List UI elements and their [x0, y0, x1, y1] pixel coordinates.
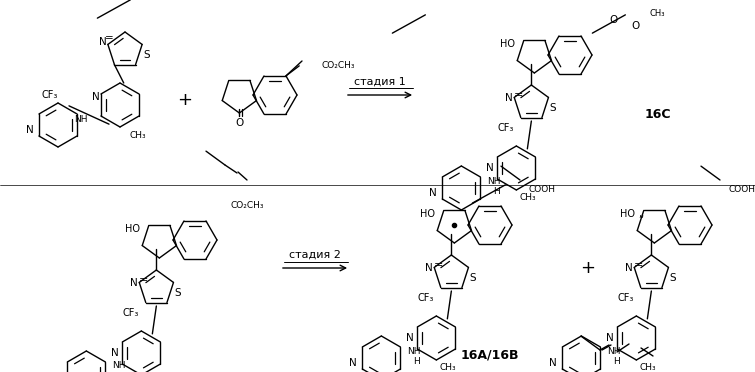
Text: CH₃: CH₃	[129, 131, 146, 140]
Text: NH: NH	[407, 346, 421, 356]
Text: S: S	[469, 273, 476, 283]
Text: HO: HO	[125, 224, 140, 234]
Text: N: N	[430, 188, 437, 198]
Text: S: S	[669, 273, 676, 283]
Text: H: H	[414, 357, 421, 366]
Text: NH: NH	[112, 362, 125, 371]
Text: CH₃: CH₃	[519, 193, 536, 202]
Text: CF₃: CF₃	[617, 293, 633, 303]
Text: N: N	[506, 93, 513, 103]
Text: N: N	[92, 92, 100, 102]
Text: CO₂CH₃: CO₂CH₃	[321, 61, 355, 70]
Text: 16A/16B: 16A/16B	[461, 349, 519, 362]
Text: NH: NH	[74, 115, 88, 125]
Text: стадия 1: стадия 1	[354, 77, 406, 87]
Text: NH: NH	[487, 176, 501, 186]
Text: 16C: 16C	[645, 109, 671, 122]
Text: ,,: ,,	[638, 209, 645, 219]
Text: N: N	[606, 333, 615, 343]
Text: =: =	[513, 90, 523, 100]
Text: N: N	[486, 163, 495, 173]
Text: HO: HO	[500, 39, 515, 49]
Text: =: =	[139, 275, 148, 285]
Text: HO: HO	[420, 209, 435, 219]
Text: =: =	[433, 260, 443, 270]
Text: CH₃: CH₃	[639, 363, 655, 372]
Text: H: H	[494, 187, 501, 196]
Text: S: S	[549, 103, 556, 113]
Text: NH: NH	[607, 346, 621, 356]
Text: CF₃: CF₃	[418, 293, 433, 303]
Text: N: N	[406, 333, 414, 343]
Text: H: H	[614, 357, 621, 366]
Text: CH₃: CH₃	[439, 363, 456, 372]
Text: N: N	[131, 278, 138, 288]
Text: =: =	[633, 260, 643, 270]
Text: HO: HO	[620, 209, 635, 219]
Text: +: +	[177, 91, 193, 109]
Text: N: N	[426, 263, 433, 273]
Text: O: O	[236, 118, 243, 128]
Text: S: S	[174, 288, 180, 298]
Text: =: =	[105, 33, 113, 43]
Text: COOH: COOH	[729, 186, 755, 195]
Text: N: N	[112, 348, 119, 358]
Text: S: S	[143, 50, 150, 60]
Text: N: N	[26, 125, 34, 135]
Text: CH₃: CH₃	[649, 10, 664, 19]
Text: N: N	[99, 37, 107, 47]
Text: CO₂CH₃: CO₂CH₃	[230, 201, 263, 209]
Text: N: N	[550, 358, 557, 368]
Text: COOH: COOH	[528, 186, 556, 195]
Text: CF₃: CF₃	[122, 308, 139, 318]
Text: N: N	[625, 263, 633, 273]
Text: N: N	[350, 358, 357, 368]
Text: O: O	[609, 15, 617, 25]
Text: CF₃: CF₃	[42, 90, 58, 100]
Text: O: O	[631, 21, 639, 31]
Text: +: +	[581, 259, 596, 277]
Text: CF₃: CF₃	[498, 123, 513, 133]
Text: стадия 2: стадия 2	[289, 250, 341, 260]
